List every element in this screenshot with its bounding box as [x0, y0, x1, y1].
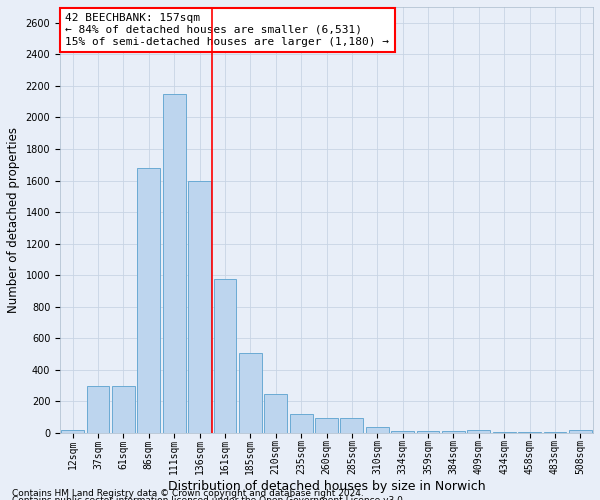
Bar	[86, 386, 109, 433]
Bar	[569, 430, 592, 433]
Bar	[214, 279, 236, 433]
Bar	[391, 432, 414, 433]
X-axis label: Distribution of detached houses by size in Norwich: Distribution of detached houses by size …	[168, 480, 485, 493]
Bar	[239, 352, 262, 433]
Bar	[416, 432, 439, 433]
Bar	[61, 430, 84, 433]
Bar	[265, 394, 287, 433]
Bar	[315, 418, 338, 433]
Text: Contains public sector information licensed under the Open Government Licence v3: Contains public sector information licen…	[12, 496, 406, 500]
Bar	[112, 386, 135, 433]
Bar	[467, 430, 490, 433]
Text: 42 BEECHBANK: 157sqm
← 84% of detached houses are smaller (6,531)
15% of semi-de: 42 BEECHBANK: 157sqm ← 84% of detached h…	[65, 14, 389, 46]
Bar	[137, 168, 160, 433]
Bar	[366, 426, 389, 433]
Y-axis label: Number of detached properties: Number of detached properties	[7, 127, 20, 313]
Bar	[188, 180, 211, 433]
Bar	[290, 414, 313, 433]
Bar	[493, 432, 515, 433]
Bar	[442, 432, 465, 433]
Bar	[340, 418, 364, 433]
Text: Contains HM Land Registry data © Crown copyright and database right 2024.: Contains HM Land Registry data © Crown c…	[12, 488, 364, 498]
Bar	[518, 432, 541, 433]
Bar	[544, 432, 566, 433]
Bar	[163, 94, 185, 433]
